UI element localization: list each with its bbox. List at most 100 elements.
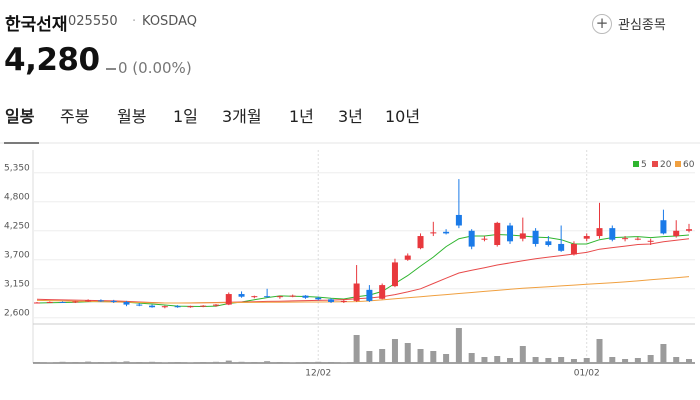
- candle-body: [161, 306, 168, 308]
- volume-bar: [660, 344, 667, 363]
- volume-bar: [123, 361, 130, 363]
- volume-bar: [289, 362, 296, 363]
- candle-body: [315, 297, 322, 300]
- volume-bar: [328, 362, 335, 363]
- legend-swatch: [652, 161, 658, 167]
- period-tab[interactable]: 3년: [338, 107, 363, 126]
- candle-body: [72, 301, 79, 303]
- period-tab[interactable]: 3개월: [222, 107, 262, 126]
- candle-body: [149, 305, 156, 308]
- stock-name: 한국선재: [5, 15, 68, 35]
- volume-bar: [340, 362, 347, 363]
- legend-swatch: [675, 161, 681, 167]
- x-tick-label: 01/02: [574, 369, 600, 379]
- x-tick-label: 12/02: [305, 369, 331, 379]
- period-tab[interactable]: 1일: [173, 107, 198, 126]
- volume-bar: [673, 357, 680, 363]
- volume-bar: [264, 361, 271, 363]
- volume-bar: [149, 361, 156, 363]
- candle-body: [289, 295, 296, 297]
- candle-body: [673, 230, 680, 237]
- volume-bar: [647, 355, 654, 363]
- candle-body: [328, 299, 335, 302]
- candle-body: [443, 231, 450, 234]
- period-tab[interactable]: 1년: [289, 107, 314, 126]
- period-tab[interactable]: 10년: [385, 107, 421, 126]
- candle-body: [379, 285, 386, 299]
- candle-body: [123, 301, 130, 305]
- candle-body: [366, 289, 373, 301]
- price: 4,280: [4, 42, 100, 78]
- candle-body: [200, 305, 207, 307]
- candle-body: [596, 228, 603, 237]
- volume-bar: [430, 351, 437, 363]
- legend-label: 60: [683, 160, 695, 170]
- volume-bar: [136, 362, 143, 363]
- candle-body: [583, 236, 590, 239]
- candle-body: [110, 300, 117, 302]
- candle-body: [46, 301, 53, 303]
- watch-icon[interactable]: +: [592, 14, 612, 34]
- volume-bar: [161, 362, 168, 363]
- volume-bar: [391, 339, 398, 363]
- candle-body: [570, 243, 577, 255]
- volume-bar: [72, 362, 79, 363]
- volume-bar: [686, 359, 692, 363]
- candle-body: [609, 228, 616, 240]
- volume-bar: [558, 357, 565, 363]
- candle-body: [660, 220, 667, 234]
- volume-bar: [174, 362, 181, 363]
- candle-body: [468, 230, 475, 247]
- volume-bar: [545, 358, 552, 363]
- y-tick-label: 4,250: [4, 221, 30, 231]
- candle-body: [85, 300, 92, 302]
- volume-bar: [238, 361, 245, 363]
- y-tick-label: 3,150: [4, 279, 30, 289]
- volume-bar: [532, 357, 539, 363]
- candle-body: [264, 296, 271, 298]
- candle-body: [136, 304, 143, 306]
- candle-body: [455, 214, 462, 226]
- volume-bar: [59, 361, 66, 363]
- volume-bar: [609, 357, 616, 363]
- candle-body: [276, 296, 283, 298]
- watch-button[interactable]: 관심종목: [618, 18, 666, 33]
- stock-code: 025550: [68, 14, 118, 29]
- period-tab[interactable]: 주봉: [60, 107, 90, 126]
- candle-body: [417, 236, 424, 249]
- volume-bar: [276, 362, 283, 363]
- volume-bar: [251, 362, 258, 363]
- y-tick-label: 5,350: [4, 163, 30, 173]
- candle-body: [481, 238, 488, 240]
- candle-body: [340, 300, 347, 302]
- candle-body: [391, 262, 398, 287]
- volume-bar: [494, 356, 501, 363]
- volume-bar: [302, 362, 309, 363]
- volume-bar: [404, 343, 411, 363]
- volume-bar: [417, 349, 424, 363]
- volume-bar: [507, 358, 514, 363]
- candle-body: [532, 230, 539, 244]
- candle-body: [558, 243, 565, 251]
- candle-body: [225, 294, 232, 305]
- candle-body: [494, 222, 501, 246]
- flat-icon: [106, 68, 116, 70]
- volume-bar: [97, 362, 104, 363]
- volume-bar: [46, 362, 53, 363]
- candle-body: [404, 255, 411, 260]
- candle-body: [519, 233, 526, 239]
- market: KOSDAQ: [142, 14, 197, 29]
- legend-label: 20: [660, 160, 672, 170]
- volume-bar: [622, 359, 629, 363]
- y-tick-label: 3,700: [4, 250, 30, 260]
- candle-body: [507, 225, 514, 242]
- candle-body: [647, 240, 654, 242]
- volume-bar: [468, 353, 475, 363]
- candle-body: [430, 232, 437, 234]
- volume-bar: [519, 346, 526, 363]
- period-tab[interactable]: 월봉: [117, 107, 147, 126]
- candle-body: [545, 241, 552, 246]
- period-tab[interactable]: 일봉: [5, 107, 35, 126]
- volume-bar: [379, 349, 386, 363]
